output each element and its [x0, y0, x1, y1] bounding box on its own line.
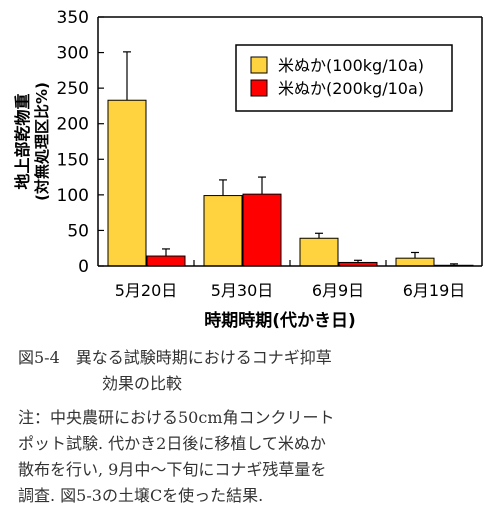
caption-line-1: 図5-4 異なる試験時期におけるコナギ抑草 — [18, 348, 332, 367]
y-axis-title-line-2: (対無処理区比%) — [33, 82, 51, 201]
bar-s1-2 — [203, 195, 243, 267]
note-line-3: 散布を行い, 9月中～下旬にコナギ残草量を — [18, 460, 327, 479]
legend-label-1: 米ぬか(100kg/10a) — [278, 56, 424, 75]
y-tick-label-4: 150 — [57, 150, 89, 170]
y-tick-label-5: 200 — [57, 115, 89, 135]
chart-svg: 0 50 100 150 200 250 300 350 5月20日 5月30日 6月9日 6月19日… — [13, 8, 483, 331]
y-tick-label-7: 300 — [57, 44, 89, 64]
legend-box — [235, 44, 453, 112]
legend-label-2: 米ぬか(200kg/10a) — [278, 79, 424, 98]
bar-s2-1 — [146, 255, 186, 267]
caption-line-2: 効果の比較 — [102, 374, 183, 393]
y-tick-label-2: 50 — [67, 221, 89, 241]
bar-s1-1 — [107, 99, 147, 267]
note-line-2: ポット試験. 代かき2日後に移植して米ぬか — [18, 434, 326, 453]
x-tick-label-3: 6月9日 — [312, 281, 364, 300]
bar-chart: 0 50 100 150 200 250 300 350 5月20日 5月30日 6月9日 6月19日… — [13, 8, 483, 331]
bar-s1-3 — [299, 237, 339, 267]
y-tick-label-6: 250 — [57, 79, 89, 99]
figure-note: 注：中央農研における50cm角コンクリート ポット試験. 代かき2日後に移植して… — [18, 405, 474, 509]
x-tick-label-1: 5月20日 — [115, 281, 178, 300]
y-tick-label-1: 0 — [78, 257, 89, 277]
bar-s1-4 — [395, 257, 435, 267]
x-axis-title: 時期時期(代かき日) — [204, 310, 356, 331]
note-line-4: 調査. 図5-3の土壌Cを使った結果. — [18, 486, 264, 505]
x-tick-label-2: 5月30日 — [211, 281, 274, 300]
note-line-1: 注：中央農研における50cm角コンクリート — [18, 408, 335, 427]
legend-swatch-2 — [250, 79, 268, 97]
bar-s2-2 — [242, 193, 282, 267]
x-tick-label-4: 6月19日 — [403, 281, 466, 300]
y-tick-label-3: 100 — [57, 186, 89, 206]
legend-swatch-1 — [250, 56, 268, 74]
y-axis-title-line-1: 地上部乾物重 — [13, 93, 32, 189]
figure-caption: 図5-4 異なる試験時期におけるコナギ抑草 効果の比較 — [18, 345, 474, 397]
y-tick-label-8: 350 — [57, 8, 89, 28]
